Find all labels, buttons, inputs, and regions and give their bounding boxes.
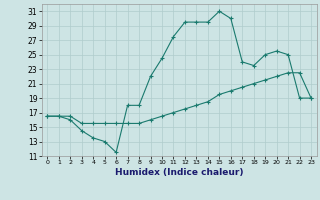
X-axis label: Humidex (Indice chaleur): Humidex (Indice chaleur) — [115, 168, 244, 177]
